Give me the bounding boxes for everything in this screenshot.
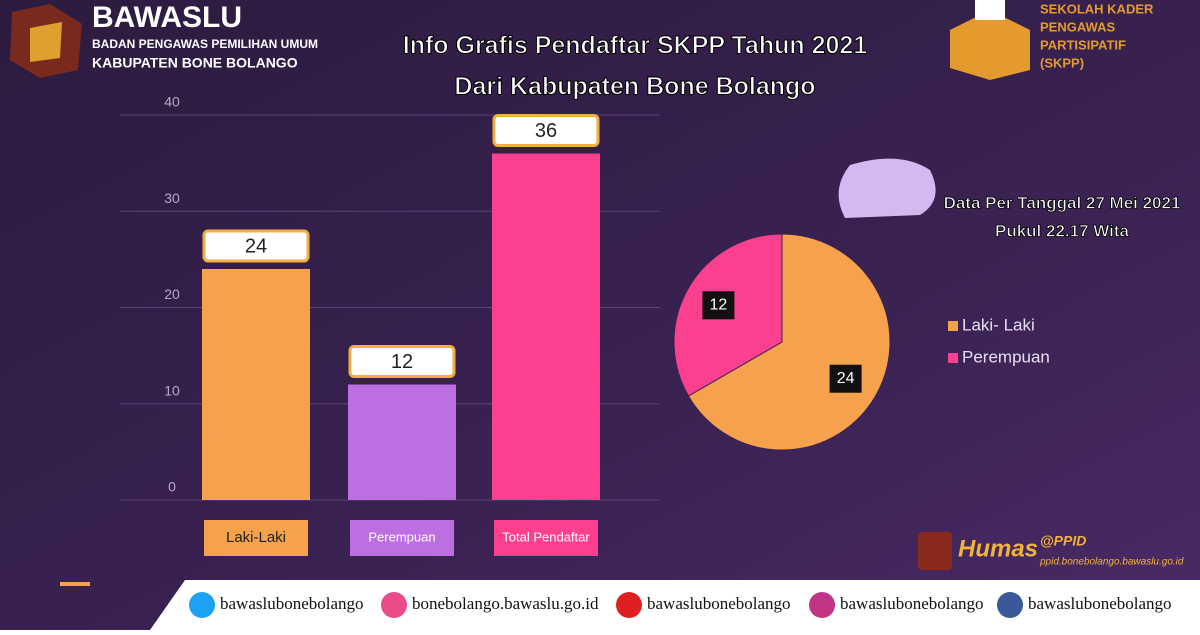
social-link: bawaslubonebolango [840, 594, 984, 613]
skpp-text: PENGAWAS [1040, 19, 1115, 34]
legend-label: Perempuan [962, 347, 1050, 366]
data-label-box [702, 291, 735, 320]
value-label: 36 [535, 120, 557, 142]
bar [492, 153, 600, 500]
social-link: bawaslubonebolango [647, 594, 791, 613]
skpp-text: (SKPP) [1040, 55, 1084, 70]
social-link: bawaslubonebolango [1028, 594, 1172, 613]
bar [202, 269, 310, 500]
footer-bar [150, 580, 1200, 630]
social-link: bonebolango.bawaslu.go.id [412, 594, 599, 613]
legend-swatch [948, 353, 958, 363]
category-box [494, 520, 598, 556]
social-icon [997, 592, 1023, 618]
decoration [60, 582, 90, 586]
pie-slice [687, 233, 891, 451]
category-box [204, 520, 308, 556]
social-icon [616, 592, 642, 618]
logo-icon-inner [30, 22, 62, 62]
humas-site: ppid.bonebolango.bawaslu.go.id [1039, 557, 1184, 568]
title: Dari Kabupaten Bone Bolango [454, 73, 815, 101]
x-tick-label: Total Pendaftar [502, 529, 590, 544]
logo-text: BAWASLU [92, 1, 242, 34]
value-label-box [492, 114, 600, 147]
value-label-box [348, 345, 456, 378]
y-tick-label: 30 [164, 190, 180, 206]
value-label: 24 [245, 235, 267, 257]
y-tick-label: 10 [164, 382, 180, 398]
skpp-icon [950, 10, 1030, 80]
y-tick-label: 0 [168, 479, 176, 495]
bar [348, 384, 456, 500]
value-label: 12 [391, 351, 413, 373]
date-note: Pukul 22.17 Wita [995, 221, 1130, 240]
y-tick-label: 40 [164, 94, 180, 110]
x-tick-label: Perempuan [368, 529, 435, 544]
data-label: 24 [837, 370, 855, 387]
region-name: KABUPATEN BONE BOLANGO [92, 55, 298, 71]
y-tick-label: 20 [164, 286, 180, 302]
value-label-box [202, 229, 310, 263]
legend-label: Laki- Laki [962, 315, 1035, 334]
humas-icon [918, 532, 952, 570]
skpp-text: SEKOLAH KADER [1040, 1, 1154, 16]
data-label: 12 [710, 296, 728, 313]
humas-name: Humas [958, 535, 1038, 562]
social-icon [381, 592, 407, 618]
skpp-text: PARTISIPATIF [1040, 37, 1126, 52]
social-icon [809, 592, 835, 618]
social-link: bawaslubonebolango [220, 594, 364, 613]
skpp-paper [975, 0, 1005, 20]
org-name: BADAN PENGAWAS PEMILIHAN UMUM [92, 37, 318, 51]
category-box [350, 520, 454, 556]
social-icon [189, 592, 215, 618]
date-note: Data Per Tanggal 27 Mei 2021 [944, 193, 1181, 212]
data-label-box [829, 364, 862, 393]
x-tick-label: Laki-Laki [226, 529, 286, 546]
humas-handle: @PPID [1040, 533, 1086, 549]
title: Info Grafis Pendaftar SKPP Tahun 2021 [403, 32, 868, 60]
illustration [838, 158, 936, 218]
legend-swatch [948, 321, 958, 331]
